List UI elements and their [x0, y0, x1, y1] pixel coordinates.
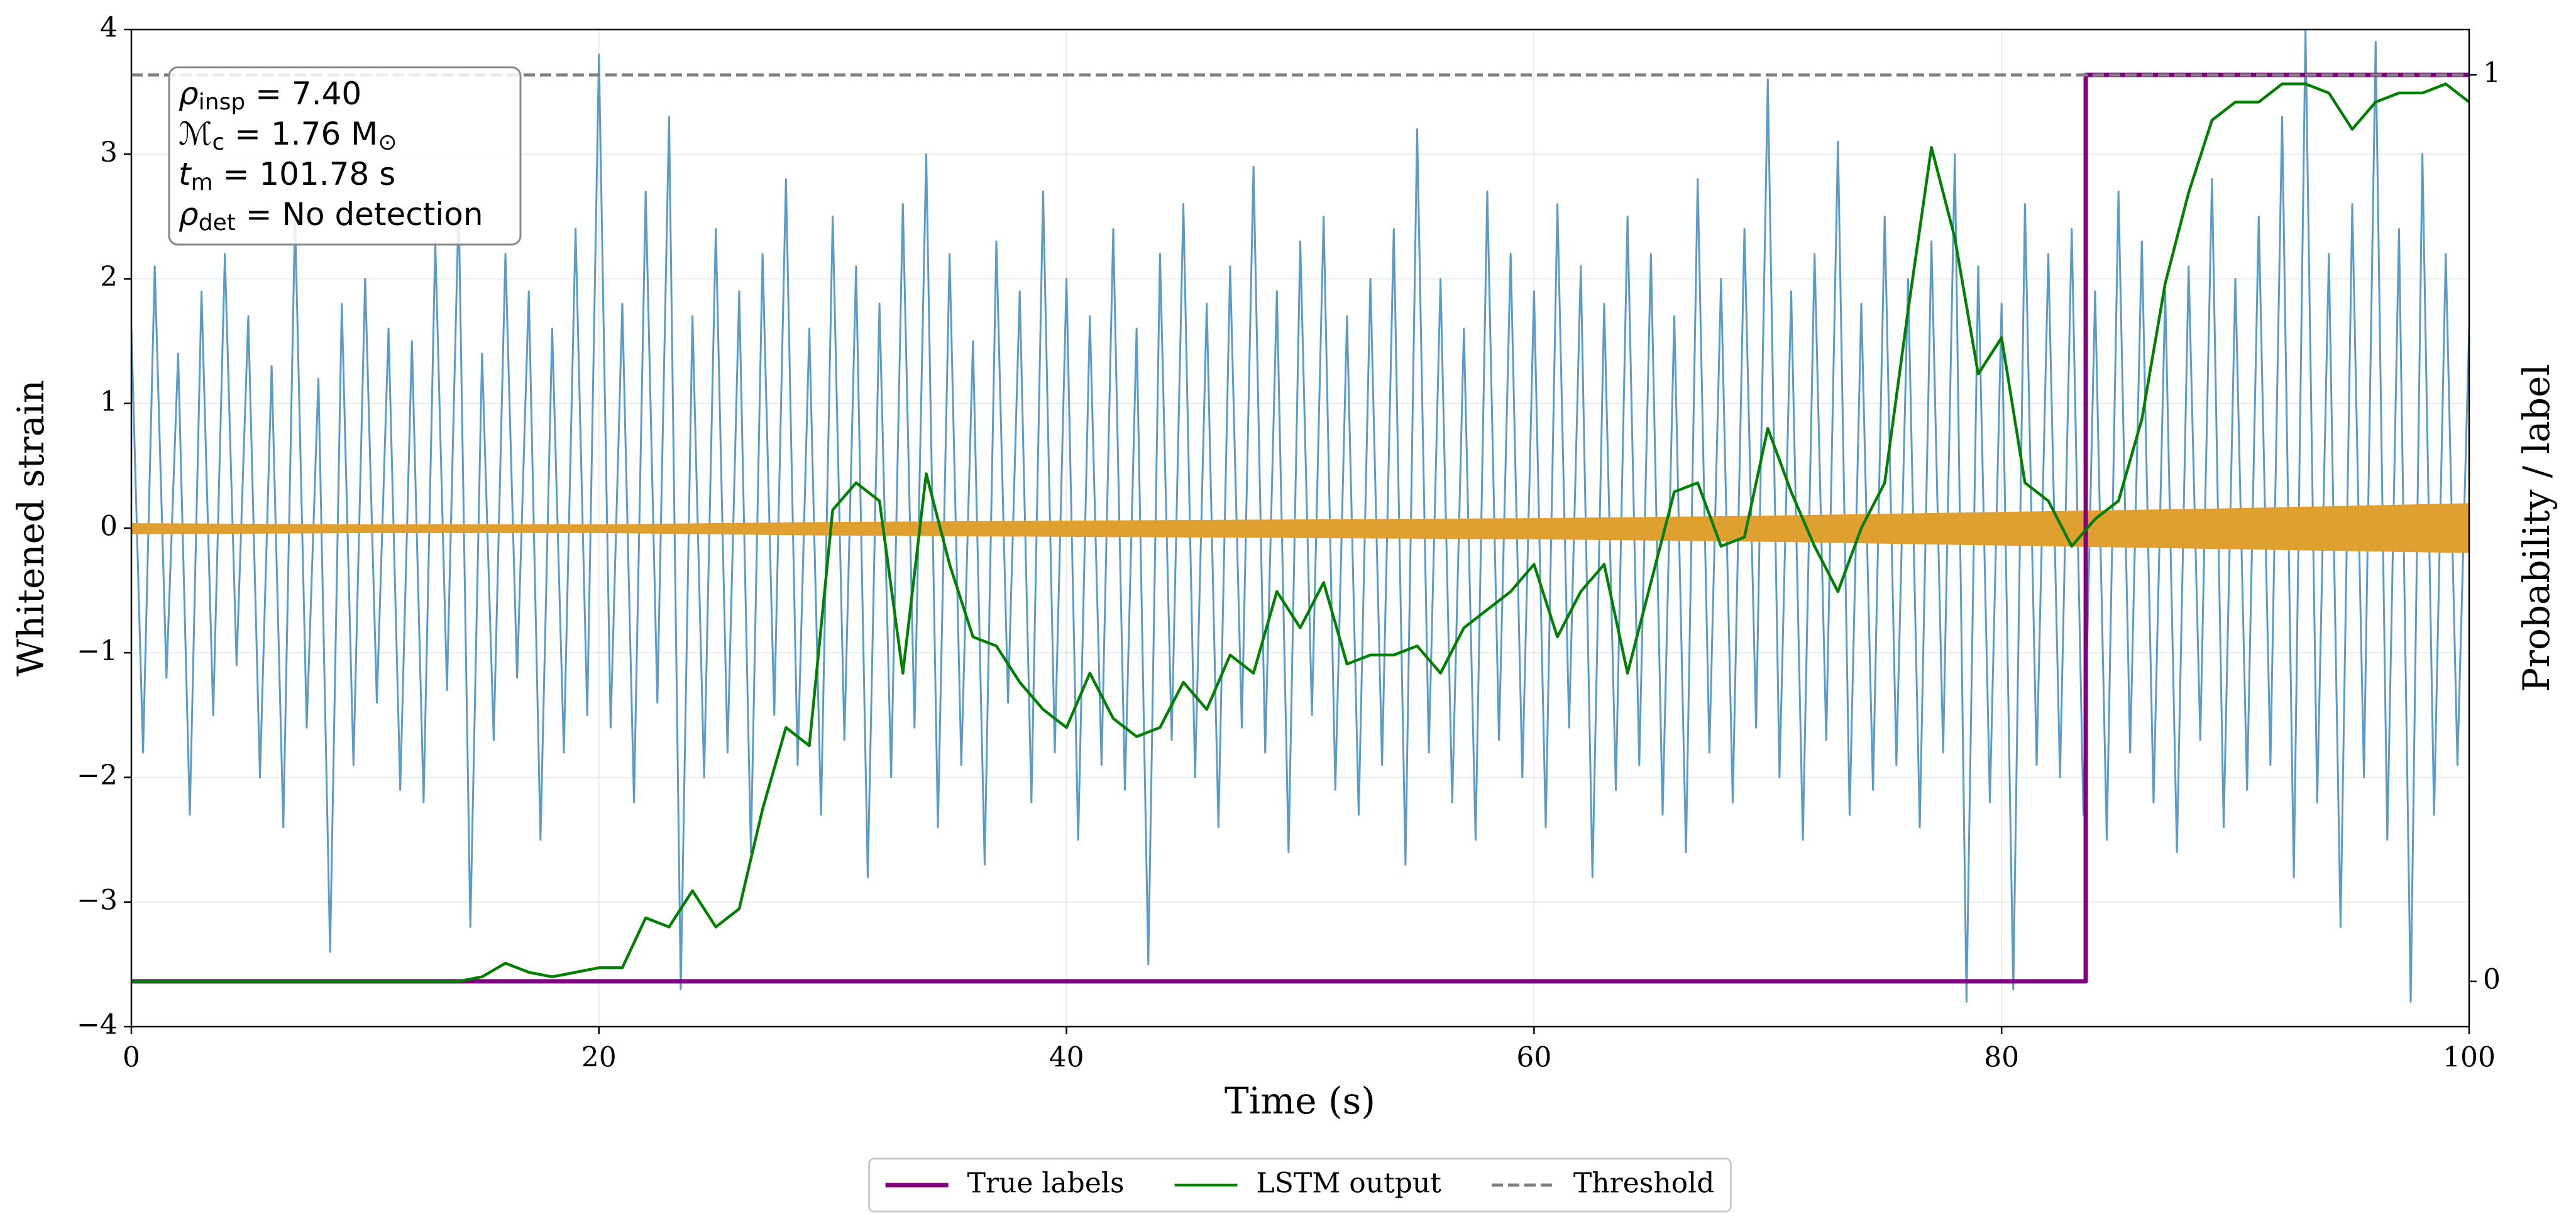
annotation-part: ρ: [179, 196, 199, 233]
series-line: [131, 82, 2469, 983]
annotation-part: t: [179, 156, 192, 192]
annotation-part: = 1.76 M: [224, 116, 378, 152]
y2-tick-label: 0: [2483, 963, 2501, 995]
x-tick-label: 40: [1049, 1042, 1084, 1074]
annotation-line: ℳc = 1.76 M⊙: [179, 116, 397, 156]
signal-band: [131, 503, 2469, 553]
y2-tick-label: 1: [2483, 57, 2501, 89]
y-tick-label: 4: [100, 12, 118, 44]
legend-item: True labels: [885, 1168, 1125, 1200]
series-line: [131, 30, 2469, 1003]
legend-item: Threshold: [1491, 1168, 1714, 1200]
annotation-part: = 101.78 s: [213, 156, 396, 192]
y-tick-label: 0: [100, 511, 118, 543]
annotation-part: = 7.40: [245, 75, 361, 112]
annotation-part: c: [212, 130, 224, 155]
y-tick-label: −3: [77, 884, 118, 916]
x-tick-label: 0: [123, 1042, 140, 1074]
annotation-line: tm = 101.78 s: [179, 156, 395, 196]
annotation-part: ⊙: [378, 130, 397, 155]
legend-item: LSTM output: [1174, 1168, 1442, 1200]
legend-label: LSTM output: [1257, 1168, 1442, 1200]
annotation-part: ℳ: [179, 116, 212, 152]
y-tick-label: −2: [77, 759, 118, 792]
x-tick-label: 60: [1516, 1042, 1551, 1074]
annotation-part: = No detection: [236, 196, 483, 233]
annotation-part: insp: [199, 89, 245, 115]
legend-label: Threshold: [1573, 1168, 1714, 1200]
legend: True labels LSTM output Threshold: [868, 1157, 1732, 1213]
y-axis-label: Whitened strain: [9, 380, 52, 676]
y2-axis-label: Probability / label: [2515, 364, 2558, 692]
x-axis-label: Time (s): [1225, 1079, 1375, 1122]
legend-box: [868, 1157, 1732, 1213]
y-tick-label: 3: [100, 136, 118, 168]
annotation-part: det: [199, 210, 236, 236]
plot-area: [131, 30, 2469, 1003]
annotation-line: ρinsp = 7.40: [179, 75, 361, 116]
y-tick-label: 1: [100, 385, 118, 417]
annotation-box: [168, 66, 522, 246]
y-tick-label: −1: [77, 635, 118, 667]
annotation-part: ρ: [179, 75, 199, 112]
y-tick-label: 2: [100, 261, 118, 293]
x-tick-label: 20: [581, 1042, 617, 1074]
plot-frame: [130, 28, 2470, 1028]
annotation-line: ρdet = No detection: [179, 196, 483, 236]
legend-label: True labels: [967, 1168, 1125, 1200]
x-tick-label: 80: [1984, 1042, 2019, 1074]
annotation-part: m: [191, 170, 213, 196]
x-tick-label: 100: [2443, 1042, 2496, 1074]
y-tick-label: −4: [77, 1009, 118, 1041]
